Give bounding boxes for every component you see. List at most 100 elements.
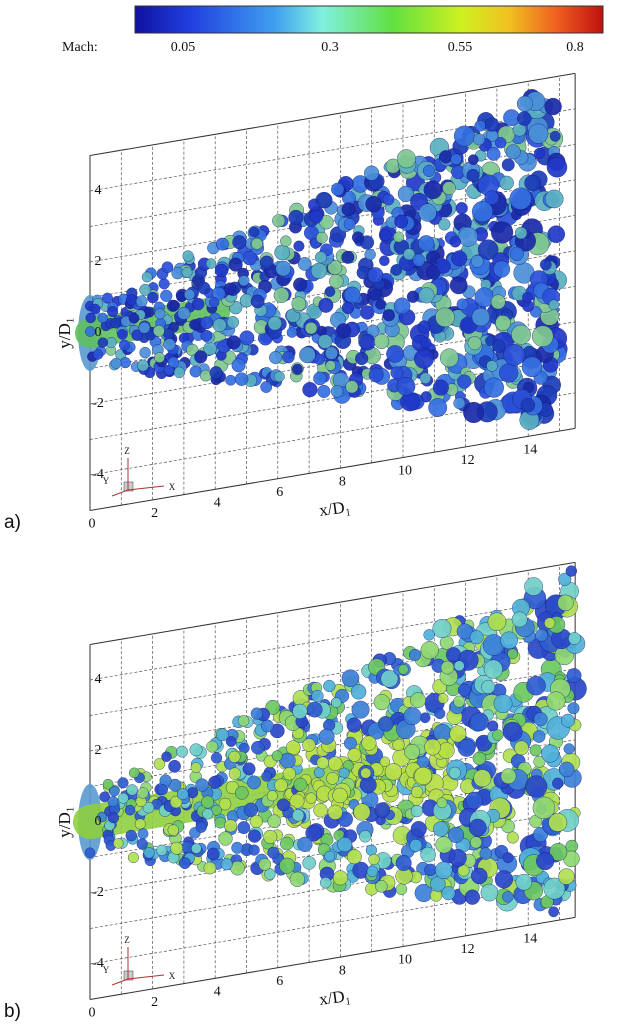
vortex-blob [367, 267, 384, 283]
vortex-blob [293, 277, 308, 292]
vortex-blob [473, 133, 486, 146]
vortex-blob [448, 849, 467, 867]
vortex-blob [511, 324, 531, 345]
vortex-blob [368, 853, 380, 866]
vortex-blob [107, 305, 119, 318]
vortex-blob [438, 742, 455, 759]
vortex-blob [163, 328, 175, 340]
vortex-blob [449, 725, 467, 743]
vortex-blob [447, 826, 465, 844]
vortex-blob [522, 291, 533, 303]
vortex-blob [189, 743, 203, 757]
vortex-blob [218, 831, 233, 846]
panel: 0 2 4 6 8 10 12 14 4 2 0 -2 -4 x/D₁ y/D₁ Z Y Xa) [4, 72, 576, 533]
x-tick-label: 14 [523, 443, 537, 458]
vortex-blob [410, 821, 427, 838]
vortex-blob [247, 775, 261, 790]
vortex-blob [464, 889, 481, 905]
vortex-blob [128, 767, 140, 779]
vortex-blob [202, 808, 214, 820]
vortex-blob [314, 251, 327, 264]
vortex-blob [275, 260, 292, 277]
vortex-blob [304, 321, 318, 335]
vortex-blob [147, 291, 159, 304]
vortex-blob [313, 803, 328, 818]
vortex-blob [483, 659, 503, 679]
vortex-blob [368, 367, 384, 383]
vortex-blob [231, 841, 244, 854]
vortex-blob [135, 295, 148, 308]
vortex-blob [223, 282, 237, 296]
vortex-blob [154, 308, 166, 320]
vortex-blob [200, 329, 213, 342]
vortex-blob [453, 660, 465, 672]
vortex-blob [418, 235, 435, 252]
vortex-blob [228, 257, 243, 272]
vortex-blob [341, 669, 360, 688]
vortex-blob [393, 231, 405, 243]
vortex-blob [491, 221, 514, 244]
vortex-blob [505, 144, 521, 160]
vortex-blob [544, 97, 562, 116]
vortex-blob [420, 846, 436, 863]
vortex-blob [92, 349, 104, 360]
triad-label: Y [103, 476, 110, 486]
vortex-blob [378, 716, 394, 732]
x-tick-label: 4 [214, 985, 221, 1000]
vortex-blob [419, 372, 432, 384]
vortex-blob [448, 766, 461, 779]
vortex-blob [107, 796, 119, 807]
vortex-blob [318, 297, 334, 313]
vortex-blob [291, 363, 303, 375]
vortex-blob [465, 791, 483, 810]
vortex-blob [457, 683, 471, 697]
vortex-blob [209, 366, 223, 380]
vortex-blob [520, 398, 536, 413]
vortex-blob [302, 856, 316, 870]
vortex-blob [506, 831, 519, 844]
vortex-blob [319, 877, 332, 889]
vortex-blob [331, 182, 345, 196]
vortex-blob [384, 763, 402, 781]
vortex-blob [169, 795, 183, 809]
triad-axis [111, 489, 129, 497]
triad-axis [127, 485, 165, 491]
vortex-blob [289, 871, 305, 887]
vortex-blob [424, 738, 441, 756]
vortex-blob [183, 289, 196, 301]
vortex-blob [366, 865, 379, 878]
vortex-blob [380, 669, 399, 688]
vortex-blob [394, 214, 408, 229]
vortex-blob [153, 758, 166, 770]
vortex-blob [170, 841, 184, 855]
vortex-blob [533, 712, 548, 727]
vortex-blob [96, 811, 108, 823]
vortex-blob [242, 762, 256, 776]
vortex-blob [125, 294, 138, 306]
vortex-blob [347, 747, 362, 762]
vortex-blob [205, 258, 217, 269]
x-tick-label: 12 [461, 453, 475, 468]
vortex-blob [173, 366, 186, 379]
vortex-blob [436, 797, 448, 809]
vortex-blob [359, 776, 377, 794]
vortex-blob [191, 297, 205, 311]
vortex-blob [517, 111, 532, 126]
vortex-blob [239, 330, 255, 346]
vortex-blob [487, 612, 507, 632]
vortex-blob [471, 307, 490, 327]
vortex-blob [346, 717, 362, 733]
vortex-blob [90, 303, 101, 315]
vortex-blob [453, 397, 466, 410]
vortex-blob [434, 708, 446, 720]
vortex-blob [501, 158, 515, 172]
colorbar-tick-label: 0.55 [448, 40, 473, 55]
vortex-blob [337, 837, 353, 853]
vortex-blob [535, 628, 548, 642]
vortex-blob [102, 778, 114, 790]
vortex-blob [260, 381, 273, 393]
vortex-blob [208, 775, 222, 789]
panel-label: a) [4, 512, 21, 533]
vortex-blob [124, 804, 136, 816]
